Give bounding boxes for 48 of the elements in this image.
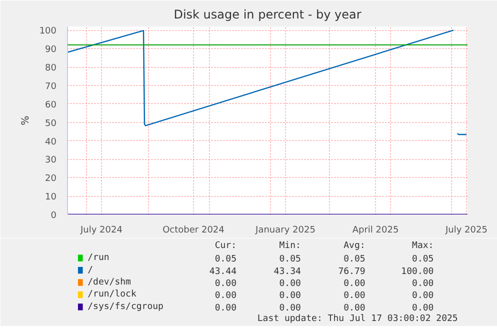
text: 0.05: [279, 254, 301, 265]
y-tick-label: 50: [45, 118, 57, 129]
text: 0.05: [412, 254, 434, 265]
x-tick-label: April 2025: [352, 226, 399, 236]
y-tick-label: 40: [45, 137, 57, 148]
text: 0.00: [214, 303, 237, 314]
text: 0.00: [412, 279, 434, 289]
y-tick-label: 60: [45, 100, 57, 110]
text: 0.00: [344, 291, 366, 302]
text: 43.44: [209, 266, 237, 277]
text: 0.00: [279, 291, 301, 302]
text: 0.00: [279, 279, 301, 289]
text: 0.05: [214, 254, 237, 265]
text: 0.05: [344, 254, 366, 265]
text: 0.00: [412, 303, 434, 314]
chart-title: Disk usage in percent - by year: [174, 8, 362, 22]
text: Cur:: [214, 240, 237, 251]
y-tick-label: 70: [45, 82, 57, 92]
legend-label: /sys/fs/cgroup: [88, 302, 164, 312]
legend-label: /dev/shm: [88, 278, 131, 288]
text: Last update: Thu Jul 17 03:00:02 2025: [257, 314, 458, 324]
text: Avg:: [344, 240, 366, 251]
y-tick-label: 20: [45, 174, 57, 184]
text: 0.00: [412, 291, 434, 302]
x-tick-label: October 2024: [162, 226, 225, 236]
text: 0.00: [214, 291, 237, 302]
text: 0.00: [214, 279, 237, 289]
y-tick-label: 30: [45, 156, 57, 166]
text: 76.79: [338, 266, 366, 277]
legend-label: /: [88, 265, 94, 276]
text: Max:: [412, 240, 434, 251]
y-tick-label: 0: [50, 211, 57, 221]
y-axis-title: %: [20, 116, 32, 126]
text: 43.34: [274, 266, 301, 277]
x-tick-label: July 2024: [80, 226, 123, 236]
text: 100.00: [401, 266, 434, 277]
y-tick-label: 10: [45, 192, 57, 203]
text: Min:: [279, 240, 301, 251]
y-tick-label: 100: [39, 26, 57, 37]
x-tick-label: January 2025: [254, 226, 316, 236]
legend-label: /run/lock: [88, 290, 137, 300]
text: 0.00: [344, 279, 366, 289]
y-tick-label: 90: [45, 45, 57, 56]
text: 0.00: [279, 303, 301, 314]
y-tick-label: 80: [45, 64, 57, 74]
text: 0.00: [344, 303, 366, 314]
x-tick-label: July 2025: [444, 226, 488, 236]
legend-label: /run: [88, 253, 110, 264]
